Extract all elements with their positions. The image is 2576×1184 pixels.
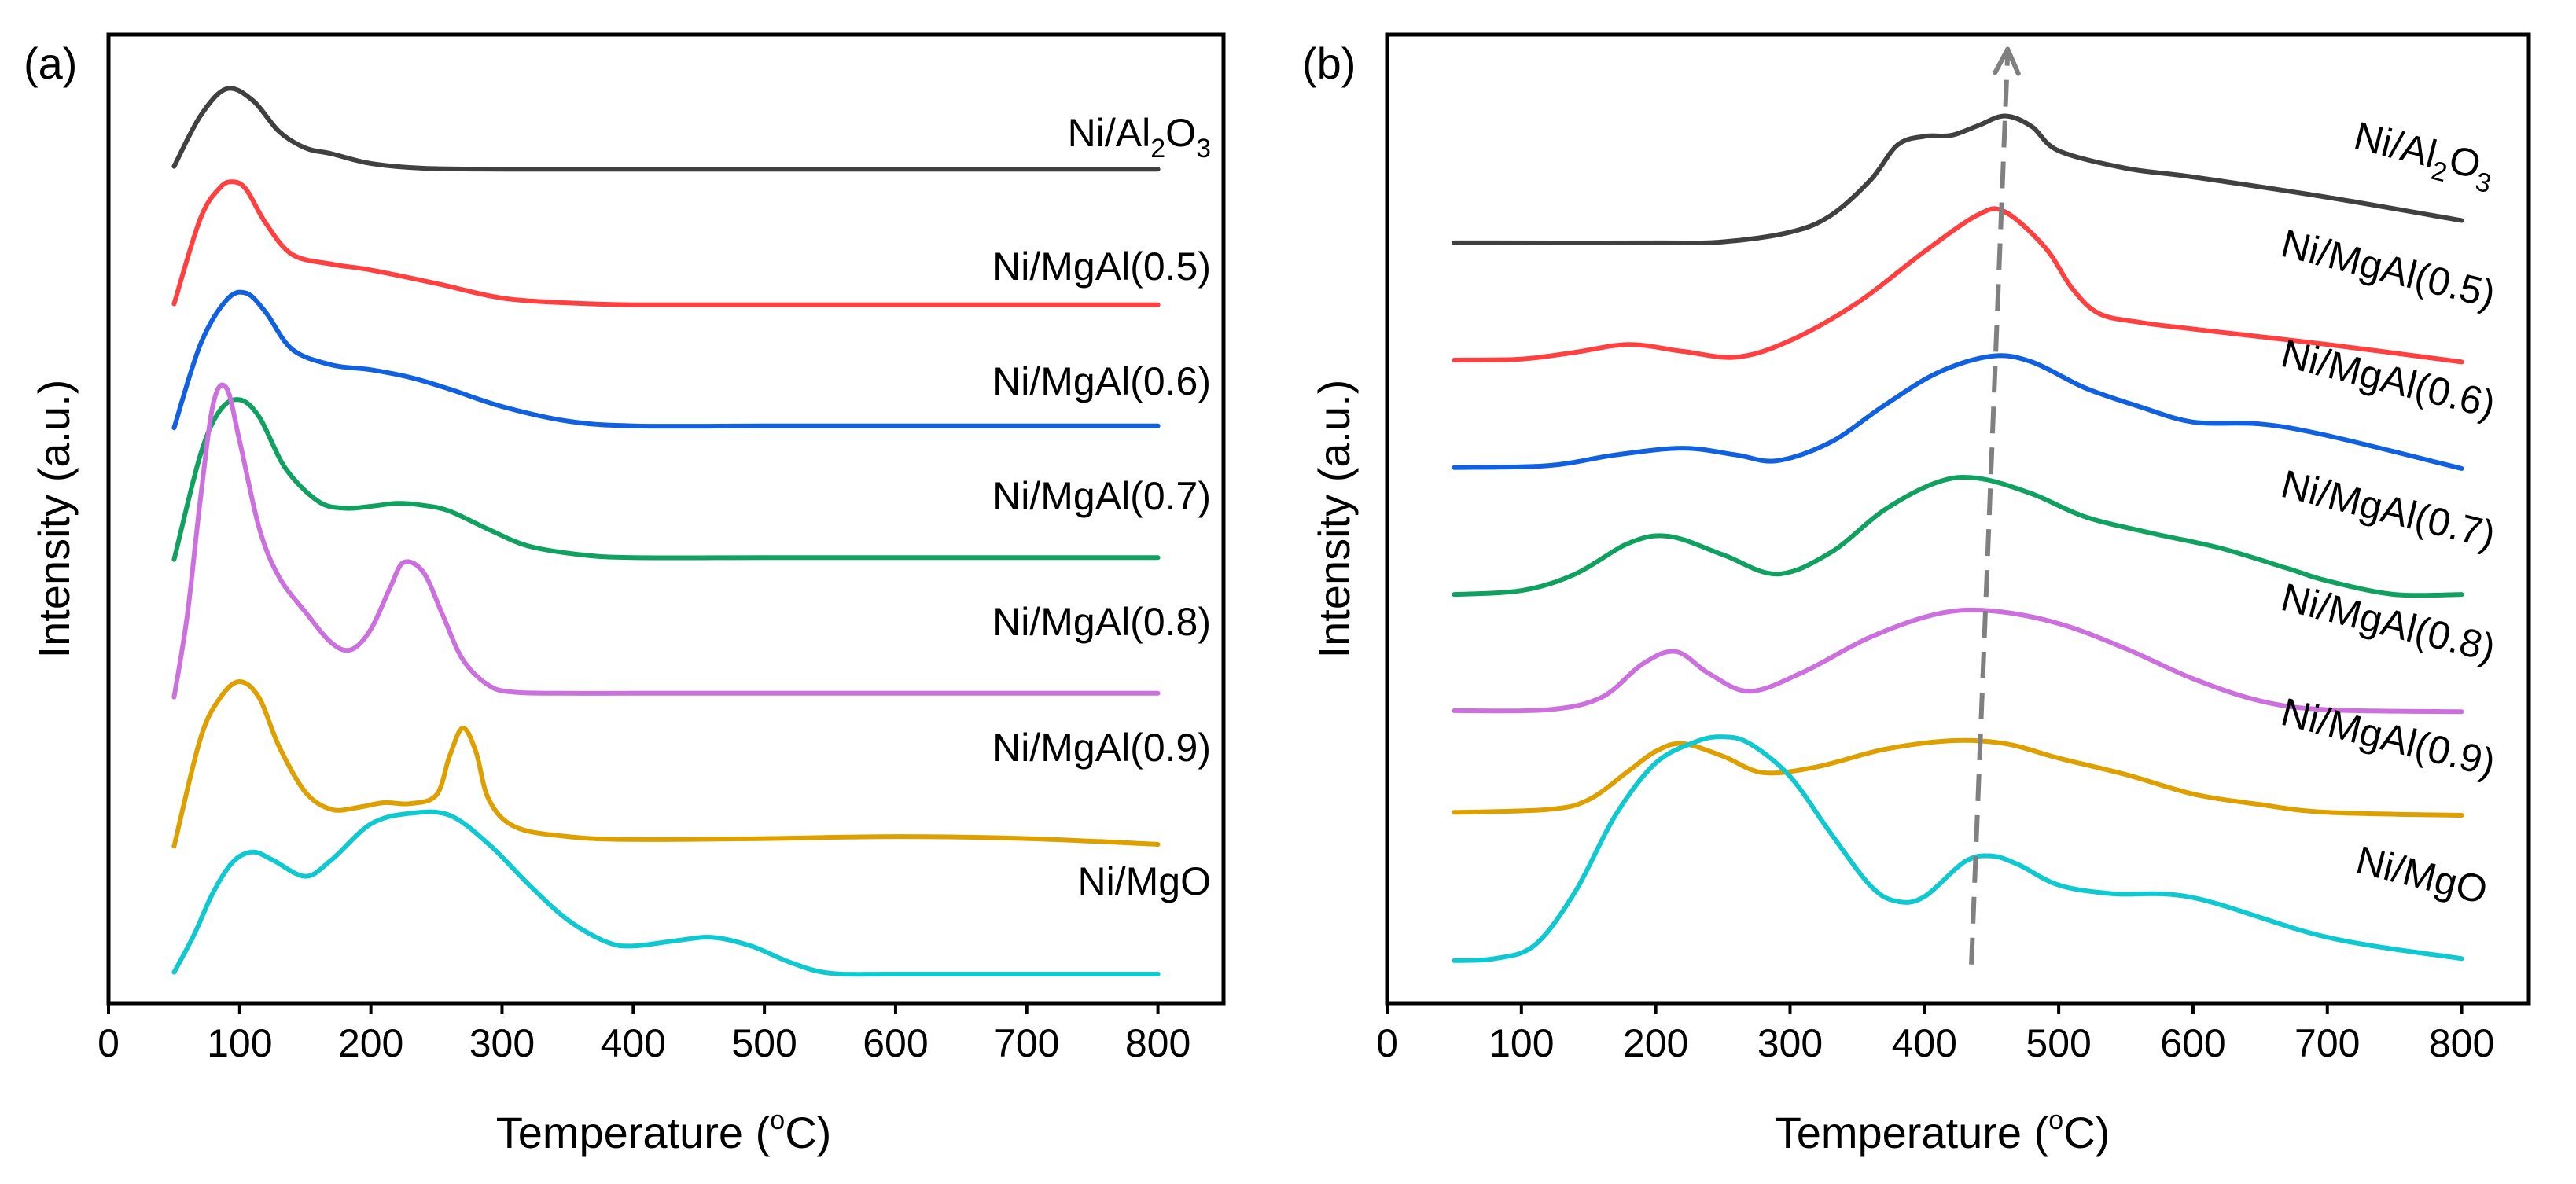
x-axis-title-b: Temperature (oC) [1775, 1105, 2110, 1157]
y-axis-title-a: Intensity (a.u.) [29, 380, 79, 659]
x-ticks-a: 0 100 200 300 400 500 600 700 800 [98, 1003, 1190, 1065]
series-line-ni-mgal-0-9 [1452, 737, 2464, 818]
series-line-ni-mgal-0-6 [1452, 353, 2464, 471]
series-label: Ni/MgAl(0.7) [992, 474, 1211, 518]
series-line-ni-mgal-0-9 [171, 679, 1161, 849]
x-tick-label: 700 [994, 1021, 1059, 1065]
x-axis-title-a: Temperature (oC) [496, 1105, 832, 1157]
x-tick-label: 800 [1125, 1021, 1190, 1065]
series-label: Ni/Al2O3 [1068, 111, 1211, 164]
x-tick-label: 200 [338, 1021, 403, 1065]
plot-frame-a [106, 32, 1226, 1006]
series-label: Ni/MgO [1078, 859, 1211, 903]
series-line-ni-mgal-0-5 [1452, 206, 2464, 365]
panel-a: (a) Intensity (a.u.) Temperature (oC) 0 1… [24, 32, 1226, 1157]
series-label-mid: O [1165, 111, 1196, 155]
x-tick-label: 100 [207, 1021, 272, 1065]
series-label: Ni/MgAl(0.8) [992, 600, 1211, 644]
x-tick-label: 500 [731, 1021, 797, 1065]
series-line-ni-mgal-0-7 [1452, 474, 2464, 598]
panel-label-b: (b) [1302, 39, 1356, 88]
series-label-main: Ni/Al [1068, 111, 1151, 155]
y-axis-title-b: Intensity (a.u.) [1309, 380, 1359, 659]
series-line-ni-mgal-0-5 [171, 179, 1161, 307]
series-labels-a: Ni/Al2O3 Ni/MgAl(0.5) Ni/MgAl(0.6) Ni/MgAl(… [992, 111, 1211, 903]
peak-shift-arrow [1969, 46, 2021, 965]
series-line-ni-mgal-0-6 [171, 289, 1161, 431]
x-axis-title-b-main: Temperature ( [1775, 1108, 2049, 1157]
x-tick-label: 400 [601, 1021, 666, 1065]
series-label: Ni/MgAl(0.5) [992, 245, 1211, 289]
x-tick-label: 700 [2294, 1021, 2360, 1065]
x-axis-title-a-sup: o [770, 1105, 785, 1135]
x-axis-title-b-sup: o [2048, 1105, 2063, 1135]
arrow-head [1993, 46, 2021, 76]
plot-frame-b [1385, 32, 2531, 1006]
x-ticks-b: 0 100 200 300 400 500 600 700 800 [1376, 1003, 2494, 1065]
series-line-ni-mgal-0-8 [171, 382, 1161, 700]
x-tick-label: 400 [1892, 1021, 1957, 1065]
series-line-ni-mgal-0-7 [171, 397, 1161, 562]
x-axis-title-b-end: C) [2063, 1108, 2110, 1157]
x-tick-label: 0 [98, 1021, 120, 1065]
x-tick-label: 0 [1376, 1021, 1398, 1065]
series-label: Ni/MgAl(0.6) [992, 359, 1211, 403]
series-line-ni-mgo [171, 809, 1161, 977]
panel-label-a: (a) [24, 39, 77, 88]
series-line-ni-al2o3 [171, 86, 1161, 172]
series-b [1452, 113, 2464, 963]
x-axis-title-a-end: C) [785, 1108, 831, 1157]
series-line-ni-al2o3 [1452, 113, 2464, 246]
series-line-ni-mgal-0-8 [1452, 607, 2464, 715]
series-label-sub: 3 [1196, 134, 1211, 164]
arrow-shaft [1969, 53, 2011, 965]
series-label: Ni/MgAl(0.9) [992, 726, 1211, 770]
series-a [171, 86, 1161, 977]
x-tick-label: 500 [2026, 1021, 2091, 1065]
series-line-ni-mgo [1452, 734, 2464, 963]
x-tick-label: 200 [1623, 1021, 1688, 1065]
x-tick-label: 800 [2429, 1021, 2494, 1065]
x-tick-label: 600 [863, 1021, 928, 1065]
x-axis-title-a-main: Temperature ( [496, 1108, 771, 1157]
x-tick-label: 300 [1757, 1021, 1823, 1065]
x-tick-label: 600 [2160, 1021, 2225, 1065]
x-tick-label: 100 [1489, 1021, 1554, 1065]
series-label-sub: 2 [1150, 134, 1165, 164]
x-tick-label: 300 [469, 1021, 535, 1065]
